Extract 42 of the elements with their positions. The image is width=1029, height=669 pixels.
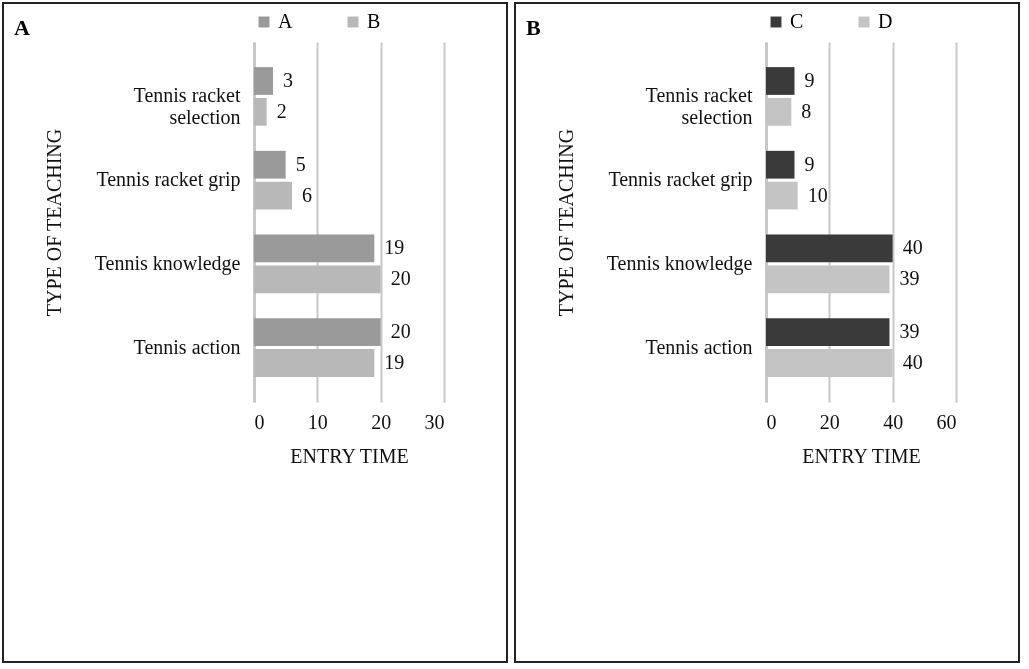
x-tick-label: 20 [819,410,840,433]
y-tick-label: Tennis knowledge [94,251,241,275]
y-tick-label: Tennis knowledge [606,251,753,275]
x-tick-label: 30 [424,410,445,433]
y-tick-label: Tennis action [133,335,241,358]
x-axis-title: ENTRY TIME [802,444,921,467]
legend-label: A [278,10,293,32]
data-label: 40 [902,351,923,373]
y-tick-label: Tennis racket grip [608,168,753,192]
x-tick-label: 0 [254,410,265,433]
x-tick-label: 60 [936,410,957,433]
x-axis-title: ENTRY TIME [290,444,409,467]
data-label: 20 [390,320,411,343]
x-tick-label: 40 [883,410,904,433]
x-tick-label: 10 [307,410,328,433]
y-tick-label: Tennis racket selection [645,84,753,129]
data-label: 5 [295,152,306,175]
data-label: 9 [804,152,815,175]
legend-label: D [878,10,893,32]
data-label: 19 [384,236,405,259]
x-tick-label: 0 [766,410,777,433]
text: A [14,15,30,40]
data-label: 20 [390,267,411,290]
y-axis-title: TYPE OF TEACHING [554,128,577,317]
y-tick-label: Tennis racket grip [96,168,241,192]
data-label: 6 [302,183,312,206]
x-tick-label: 20 [371,410,392,433]
data-label: 2 [276,99,287,122]
text: B [526,15,541,40]
data-label: 10 [807,183,828,206]
legend-label: B [367,10,381,32]
data-label: 8 [801,99,812,122]
data-label: 39 [899,320,920,343]
y-tick-label: Tennis action [645,335,753,358]
data-label: 40 [902,236,923,259]
data-label: 39 [899,267,920,290]
y-axis-title: TYPE OF TEACHING [42,128,65,317]
y-tick-label: Tennis racket selection [133,84,241,129]
data-label: 9 [804,69,815,91]
data-label: 3 [283,69,293,91]
legend-label: C [790,10,804,32]
data-label: 19 [384,351,405,373]
